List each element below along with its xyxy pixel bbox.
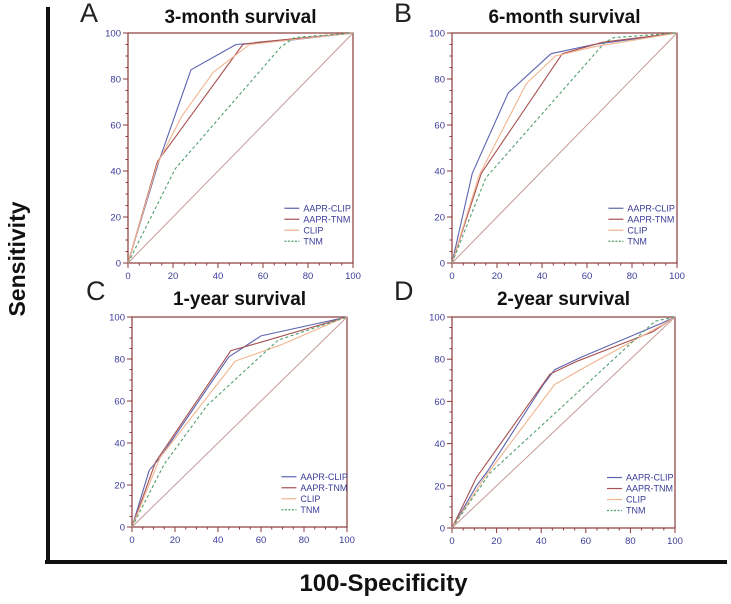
panel-title-a: 3-month survival — [164, 7, 317, 28]
legend-label-clip: CLIP — [303, 225, 323, 235]
y-axis-line — [46, 7, 50, 564]
y-tick-label: 80 — [110, 75, 121, 86]
x-tick-label: 20 — [170, 535, 181, 546]
y-tick-label: 40 — [434, 167, 445, 178]
y-tick-label: 80 — [434, 355, 445, 366]
legend-label-aapr-clip: AAPR-CLIP — [303, 203, 351, 213]
x-tick-label: 0 — [129, 535, 134, 546]
panel-label-b: B — [394, 0, 413, 28]
roc-curve-aapr-clip — [451, 32, 678, 264]
roc-curve-reference — [131, 316, 348, 528]
roc-curve-aapr-tnm — [131, 316, 348, 528]
legend-label-aapr-tnm: AAPR-TNM — [627, 214, 674, 224]
roc-curve-tnm — [127, 32, 354, 264]
y-tick-label: 0 — [116, 259, 121, 270]
roc-curve-tnm — [451, 316, 676, 529]
y-tick-label: 100 — [109, 313, 125, 324]
x-tick-label: 80 — [627, 271, 638, 282]
legend-label-aapr-clip: AAPR-CLIP — [626, 473, 674, 483]
x-tick-label: 20 — [168, 271, 179, 282]
y-tick-label: 60 — [434, 397, 445, 408]
x-tick-label: 60 — [581, 536, 592, 547]
roc-curve-clip — [131, 316, 348, 528]
legend-label-clip: CLIP — [300, 494, 320, 504]
y-tick-label: 0 — [120, 523, 125, 534]
x-tick-label: 100 — [669, 271, 685, 282]
y-tick-label: 100 — [105, 29, 121, 40]
x-tick-label: 40 — [213, 271, 224, 282]
y-tick-label: 20 — [434, 213, 445, 224]
y-tick-label: 40 — [434, 439, 445, 450]
legend-label-tnm: TNM — [303, 236, 323, 246]
y-tick-label: 0 — [440, 259, 445, 270]
y-tick-label: 0 — [440, 524, 445, 535]
roc-curve-aapr-tnm — [451, 32, 678, 264]
roc-curve-clip — [127, 32, 354, 264]
roc-curve-aapr-clip — [451, 316, 676, 529]
x-tick-label: 20 — [491, 536, 502, 547]
y-tick-label: 20 — [110, 213, 121, 224]
y-tick-label: 60 — [114, 397, 125, 408]
x-tick-label: 80 — [625, 536, 636, 547]
roc-curve-clip — [451, 316, 676, 529]
x-tick-label: 60 — [256, 535, 267, 546]
x-tick-label: 100 — [345, 271, 361, 282]
legend-label-tnm: TNM — [627, 236, 647, 246]
legend-label-aapr-tnm: AAPR-TNM — [303, 214, 350, 224]
y-tick-label: 60 — [110, 121, 121, 132]
x-tick-label: 0 — [449, 536, 454, 547]
panel-title-d: 2-year survival — [496, 289, 631, 310]
y-tick-label: 100 — [429, 313, 445, 324]
y-tick-label: 20 — [434, 481, 445, 492]
roc-curve-clip — [451, 32, 678, 264]
y-tick-label: 40 — [110, 167, 121, 178]
y-tick-label: 60 — [434, 121, 445, 132]
x-tick-label: 40 — [537, 271, 548, 282]
roc-curve-tnm — [451, 32, 678, 264]
roc-curve-aapr-clip — [131, 316, 348, 528]
x-tick-label: 80 — [299, 535, 310, 546]
x-tick-label: 60 — [258, 271, 269, 282]
legend-label-clip: CLIP — [626, 495, 646, 505]
x-tick-label: 40 — [213, 535, 224, 546]
x-axis-line — [45, 560, 727, 564]
legend-label-aapr-clip: AAPR-CLIP — [300, 472, 348, 482]
y-tick-label: 80 — [434, 75, 445, 86]
y-tick-label: 20 — [114, 481, 125, 492]
y-tick-label: 40 — [114, 439, 125, 450]
panel-title-b: 6-month survival — [488, 7, 641, 28]
roc-curve-reference — [451, 32, 678, 264]
x-tick-label: 0 — [125, 271, 130, 282]
x-tick-label: 100 — [667, 536, 683, 547]
legend-label-tnm: TNM — [300, 505, 320, 515]
roc-curve-reference — [127, 32, 354, 264]
y-axis-label: Sensitivity — [4, 201, 30, 317]
legend-label-aapr-clip: AAPR-CLIP — [627, 203, 675, 213]
y-tick-label: 100 — [429, 29, 445, 40]
x-tick-label: 80 — [303, 271, 314, 282]
panel-label-d: D — [394, 276, 414, 306]
roc-curve-reference — [451, 316, 676, 529]
legend-label-tnm: TNM — [626, 506, 646, 516]
panel-label-a: A — [80, 0, 99, 28]
x-tick-label: 40 — [536, 536, 547, 547]
roc-plot-a: 00 20 20 40 40 60 60 80 80 100 100 AAPR-CLIPAAPR-TN… — [105, 29, 361, 283]
legend-label-clip: CLIP — [627, 225, 647, 235]
roc-plot-d: 00 20 20 40 40 60 60 80 80 100 100 AAPR-CLIPAAPR-TN… — [429, 313, 683, 548]
legend-label-aapr-tnm: AAPR-TNM — [626, 484, 673, 494]
roc-curve-tnm — [131, 316, 348, 528]
panel-title-c: 1-year survival — [172, 289, 307, 310]
roc-curve-aapr-tnm — [451, 316, 676, 529]
panel-label-c: C — [86, 276, 106, 306]
x-tick-label: 0 — [449, 271, 454, 282]
y-tick-label: 80 — [114, 355, 125, 366]
roc-plot-b: 00 20 20 40 40 60 60 80 80 100 100 AAPR-CLIPAAPR-TN… — [429, 29, 685, 283]
x-tick-label: 20 — [492, 271, 503, 282]
x-axis-label: 100-Specificity — [299, 570, 468, 597]
x-tick-label: 60 — [582, 271, 593, 282]
x-tick-label: 100 — [339, 535, 355, 546]
roc-plot-c: 00 20 20 40 40 60 60 80 80 100 100 AAPR-CLIPAAPR-TN… — [109, 313, 355, 547]
legend-label-aapr-tnm: AAPR-TNM — [300, 483, 347, 493]
